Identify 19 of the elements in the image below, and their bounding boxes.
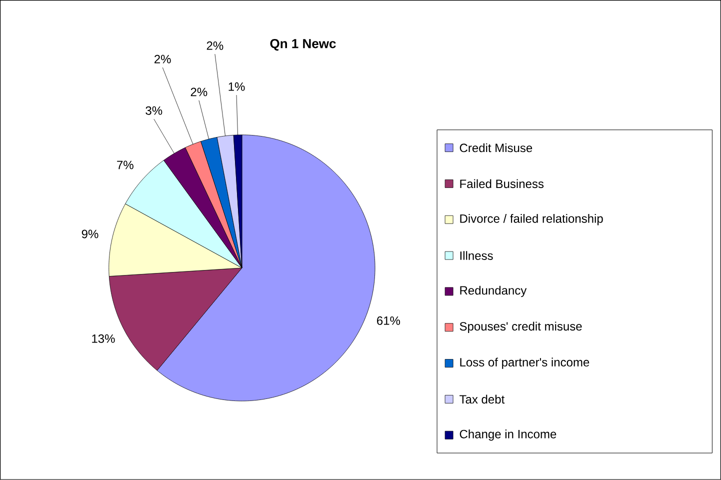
data-label: 2% — [154, 54, 171, 64]
data-label: 3% — [146, 106, 162, 115]
data-label: 2% — [190, 88, 208, 96]
legend-label: Failed Business — [460, 179, 544, 188]
data-label: 7% — [117, 160, 134, 170]
data-label: 2% — [206, 41, 224, 50]
legend-label: Tax debt — [460, 394, 505, 404]
legend-label: Change in Income — [460, 430, 556, 441]
legend-label: Spouses' credit misuse — [460, 322, 582, 334]
data-label: 13% — [92, 334, 115, 343]
data-label: 1% — [228, 82, 245, 91]
legend-label: Redundancy — [460, 286, 527, 298]
legend-label: Divorce / failed relationship — [460, 214, 603, 226]
legend-label: Illness — [460, 251, 493, 260]
data-label: 9% — [82, 230, 98, 238]
data-label: 61% — [377, 316, 400, 326]
legend-label: Credit Misuse — [460, 143, 532, 152]
legend-label: Loss of partner's income — [460, 358, 590, 369]
chart-title: Qn 1 Newc — [270, 39, 336, 51]
